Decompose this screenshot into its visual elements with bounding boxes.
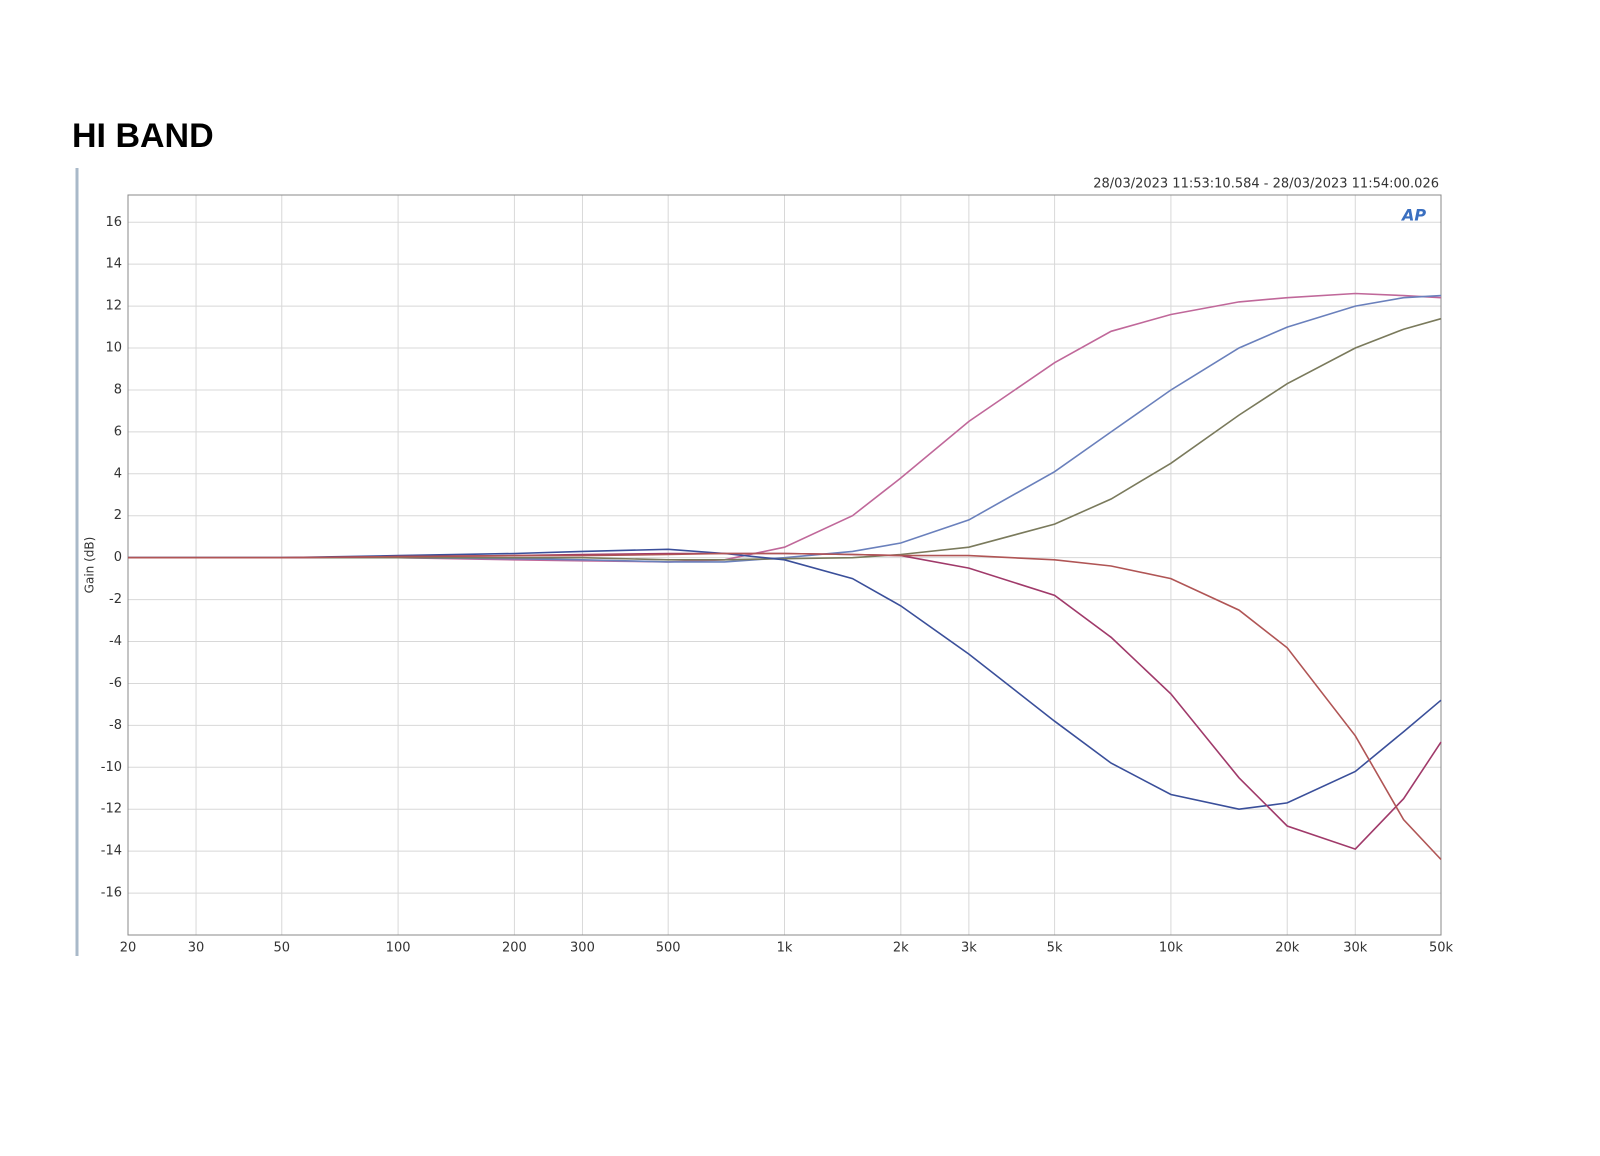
y-tick-label: -8 xyxy=(109,718,122,733)
y-tick-label: -4 xyxy=(109,634,122,649)
y-tick-label: 8 xyxy=(114,382,122,397)
logo: AP xyxy=(1400,206,1426,225)
x-tick-label: 30k xyxy=(1343,941,1368,956)
x-tick-label: 20 xyxy=(120,941,137,956)
timestamp: 28/03/2023 11:53:10.584 - 28/03/2023 11:… xyxy=(1093,177,1439,192)
y-tick-label: 10 xyxy=(105,341,122,356)
x-tick-label: 30 xyxy=(188,941,205,956)
y-tick-label: 12 xyxy=(105,299,122,314)
page-title: HI BAND xyxy=(72,117,214,155)
x-tick-label: 200 xyxy=(502,941,527,956)
x-tick-label: 50k xyxy=(1429,941,1454,956)
x-tick-label: 3k xyxy=(961,941,977,956)
x-tick-label: 10k xyxy=(1159,941,1184,956)
series-line xyxy=(128,548,1442,811)
y-axis-label: Gain (dB) xyxy=(83,537,97,594)
series-line xyxy=(128,552,1442,861)
y-tick-label: 0 xyxy=(114,550,122,565)
plot-frame xyxy=(127,194,1442,936)
x-tick-label: 500 xyxy=(656,941,681,956)
y-tick-label: 16 xyxy=(105,215,122,230)
y-tick-label: 14 xyxy=(105,257,122,272)
y-tick-label: -2 xyxy=(109,592,122,607)
x-tick-label: 20k xyxy=(1275,941,1300,956)
x-tick-label: 1k xyxy=(777,941,793,956)
y-tick-label: 6 xyxy=(114,424,122,439)
x-tick-label: 50 xyxy=(273,941,290,956)
y-tick-label: -16 xyxy=(101,886,122,901)
series-line xyxy=(128,317,1442,561)
series-line xyxy=(128,292,1442,563)
y-tick-label: 2 xyxy=(114,508,122,523)
y-tick-label: -10 xyxy=(101,760,122,775)
y-tick-label: -12 xyxy=(101,802,122,817)
x-tick-label: 100 xyxy=(386,941,411,956)
y-tick-label: -6 xyxy=(109,676,122,691)
y-tick-label: 4 xyxy=(114,466,122,481)
x-tick-label: 300 xyxy=(570,941,595,956)
x-tick-label: 2k xyxy=(893,941,909,956)
y-tick-label: -14 xyxy=(101,844,122,859)
x-tick-label: 5k xyxy=(1047,941,1063,956)
series-line xyxy=(128,294,1442,563)
